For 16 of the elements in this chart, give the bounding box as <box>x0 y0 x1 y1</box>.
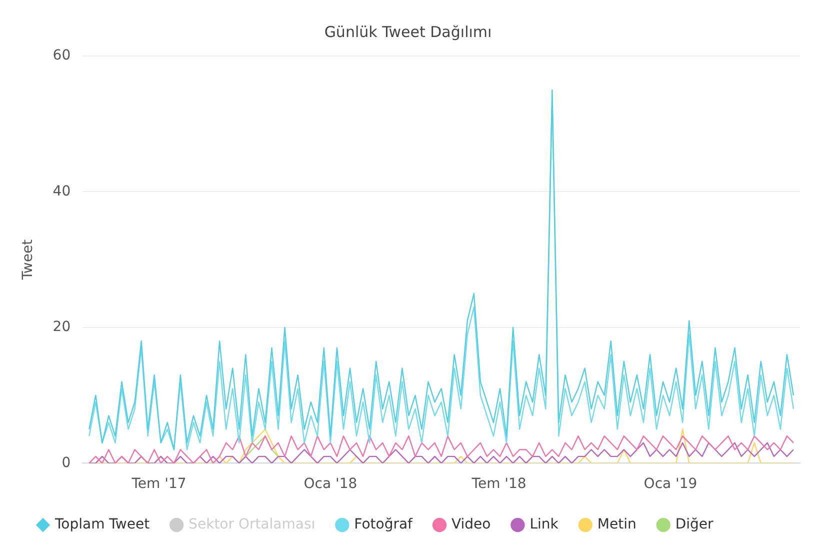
y-tick-label: 40 <box>52 183 71 200</box>
y-tick-label: 0 <box>62 454 71 471</box>
legend-label: Fotoğraf <box>354 516 414 533</box>
y-tick-label: 60 <box>52 48 71 64</box>
x-tick-label: Oca '18 <box>304 476 358 492</box>
legend-label: Metin <box>597 516 636 533</box>
x-tick-label: Tem '17 <box>130 476 186 492</box>
legend-label: Toplam Tweet <box>54 516 150 533</box>
legend-label: Diğer <box>675 516 714 533</box>
x-tick-label: Oca '19 <box>644 476 698 492</box>
chart-title: Günlük Tweet Dağılımı <box>324 22 492 41</box>
y-axis-title: Tweet <box>20 238 36 281</box>
legend-label: Link <box>530 516 560 533</box>
legend-label: Video <box>451 516 491 533</box>
y-tick-label: 20 <box>52 319 71 336</box>
x-tick-label: Tem '18 <box>470 476 526 492</box>
